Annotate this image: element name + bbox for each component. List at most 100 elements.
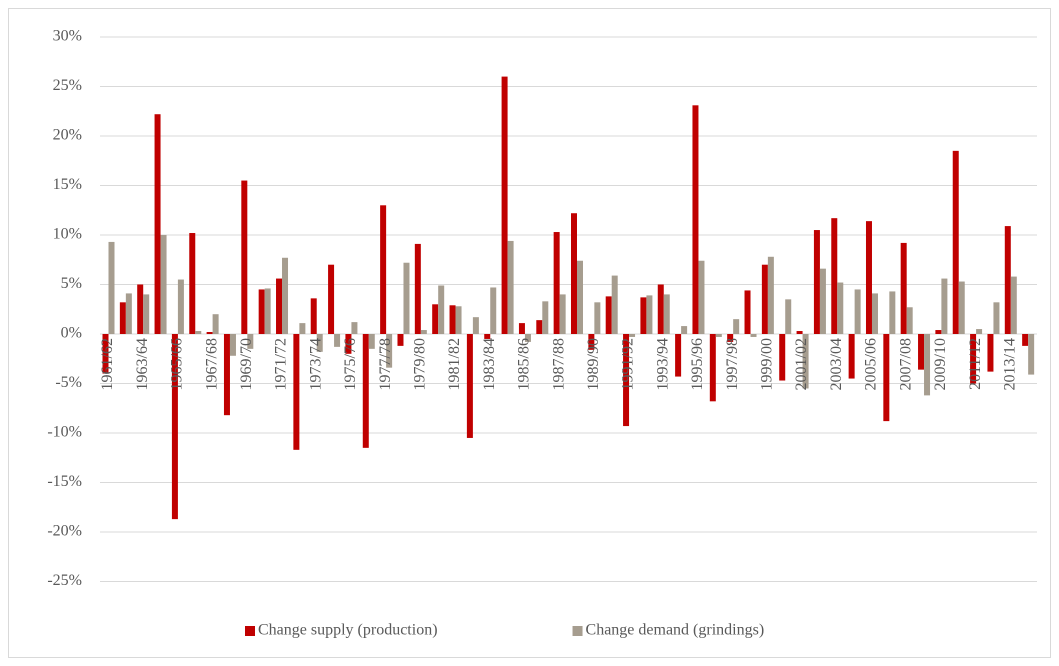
bar	[883, 334, 890, 422]
bar	[282, 257, 289, 334]
bar	[744, 290, 751, 334]
bar	[177, 279, 184, 334]
bar	[1004, 226, 1011, 334]
x-tick-label: 1979/80	[412, 338, 429, 390]
bar	[715, 334, 722, 337]
bar	[692, 105, 699, 334]
x-tick-label: 1975/76	[342, 338, 359, 390]
bar	[559, 294, 566, 334]
bar	[663, 294, 670, 334]
y-tick-label: 30%	[53, 28, 82, 45]
bar	[761, 264, 768, 334]
bar	[952, 150, 959, 334]
bar	[813, 230, 820, 334]
x-tick-label: 1967/68	[203, 338, 220, 390]
bar	[542, 301, 549, 334]
y-tick-label: -20%	[47, 523, 82, 540]
bar	[119, 302, 126, 334]
bar	[195, 331, 202, 334]
bar	[802, 334, 809, 389]
bar	[368, 334, 375, 349]
bar	[854, 289, 861, 334]
bar	[924, 334, 931, 396]
bar	[709, 334, 716, 402]
bar	[125, 293, 132, 334]
bar	[623, 334, 630, 427]
bar	[229, 334, 236, 356]
y-tick-label: 0%	[61, 325, 82, 342]
y-tick-label: 10%	[53, 226, 82, 243]
y-tick-label: -15%	[47, 473, 82, 490]
bar	[987, 334, 994, 372]
bar	[299, 323, 306, 334]
bar	[588, 334, 595, 350]
bar	[577, 260, 583, 334]
bar	[380, 205, 387, 334]
bar	[871, 293, 878, 334]
x-tick-label: 1987/88	[550, 338, 567, 390]
bar	[449, 305, 456, 334]
bar	[1028, 334, 1035, 375]
bar	[796, 331, 803, 334]
bar	[536, 320, 543, 334]
bar	[571, 213, 577, 334]
bar	[594, 302, 601, 334]
bar	[397, 334, 404, 346]
bar	[455, 306, 462, 334]
y-tick-label: 15%	[53, 176, 82, 193]
bar	[675, 334, 682, 377]
bar	[258, 289, 265, 334]
bar	[900, 242, 907, 334]
bar	[785, 299, 792, 334]
x-tick-label: 2001/02	[793, 338, 810, 390]
y-tick-label: 25%	[53, 77, 82, 94]
x-tick-label: 1991/92	[620, 338, 637, 390]
y-tick-label: -25%	[47, 572, 82, 589]
bar	[831, 218, 838, 334]
bar	[345, 334, 352, 354]
bar	[212, 314, 219, 334]
x-tick-label: 1999/00	[759, 338, 776, 390]
bar	[518, 323, 525, 334]
bar	[432, 304, 439, 334]
bar	[681, 326, 688, 334]
y-tick-label: -5%	[55, 374, 82, 391]
bar	[484, 334, 491, 339]
bar	[334, 334, 341, 347]
x-tick-label: 1995/96	[689, 338, 706, 390]
bar	[750, 334, 757, 337]
bar	[958, 281, 965, 334]
bar	[507, 240, 514, 334]
x-tick-label: 1989/90	[585, 338, 602, 390]
bar	[414, 243, 421, 334]
legend-label: Change supply (production)	[258, 622, 438, 639]
bar	[629, 334, 636, 337]
x-tick-label: 1971/72	[273, 338, 290, 390]
bar	[293, 334, 300, 450]
x-tick-label: 2009/10	[932, 338, 949, 390]
bar	[524, 334, 531, 342]
bar	[501, 76, 508, 334]
bar	[403, 262, 410, 334]
bar	[837, 282, 844, 334]
bar	[160, 235, 167, 334]
x-tick-label: 1997/98	[724, 338, 741, 390]
bar	[935, 330, 942, 334]
legend-swatch	[572, 626, 583, 636]
y-tick-label: 5%	[61, 275, 82, 292]
x-tick-label: 1985/86	[516, 338, 533, 390]
bar	[223, 334, 230, 416]
bar	[640, 297, 647, 334]
bar	[102, 334, 109, 374]
x-tick-label: 1963/64	[134, 338, 151, 390]
bar	[819, 268, 826, 334]
bar	[154, 114, 161, 334]
x-tick-label: 1961/62	[99, 338, 116, 390]
bar	[733, 319, 740, 334]
x-tick-label: 2013/14	[1001, 338, 1018, 390]
bar	[941, 278, 948, 334]
x-tick-label: 1977/78	[377, 338, 394, 390]
bar	[646, 295, 653, 334]
bar	[143, 294, 150, 334]
